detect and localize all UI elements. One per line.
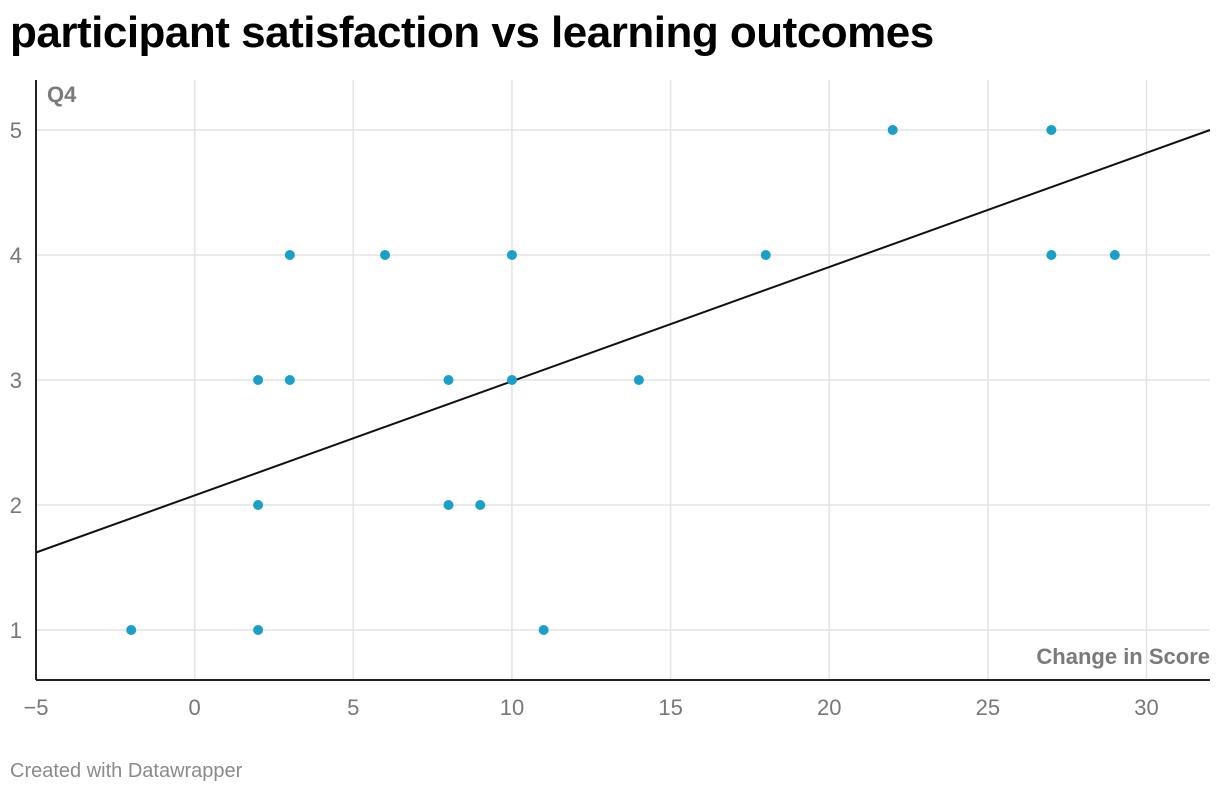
data-point xyxy=(887,125,898,135)
x-tick-label: 20 xyxy=(817,695,841,720)
gridlines xyxy=(36,80,1210,680)
data-point xyxy=(380,250,391,260)
tick-labels: −5 0 5 10 15 20 25 30 1 2 3 4 5 xyxy=(10,118,1159,720)
data-point xyxy=(633,375,644,385)
x-tick-label: 10 xyxy=(500,695,524,720)
data-point xyxy=(1046,250,1057,260)
x-tick-label: 15 xyxy=(658,695,682,720)
data-point xyxy=(506,250,517,260)
x-tick-label: 25 xyxy=(976,695,1000,720)
x-tick-label: −5 xyxy=(23,695,48,720)
x-axis-label: Change in Score xyxy=(1036,644,1210,669)
x-tick-label: 30 xyxy=(1134,695,1158,720)
x-tick-label: 0 xyxy=(189,695,201,720)
data-point xyxy=(1109,250,1120,260)
footer-credit: Created with Datawrapper xyxy=(10,760,243,782)
y-tick-label: 4 xyxy=(10,243,22,268)
y-tick-label: 5 xyxy=(10,118,22,143)
data-point xyxy=(538,625,549,635)
data-point xyxy=(284,375,295,385)
data-point xyxy=(284,250,295,260)
data-point xyxy=(443,500,454,510)
y-axis-label: Q4 xyxy=(47,82,77,107)
trendline-layer xyxy=(35,129,1211,554)
axes xyxy=(35,80,1210,681)
y-tick-label: 1 xyxy=(10,618,22,643)
data-point xyxy=(506,375,517,385)
data-point xyxy=(253,625,264,635)
data-point xyxy=(253,500,264,510)
data-points xyxy=(126,125,1120,635)
y-tick-label: 2 xyxy=(10,493,22,518)
data-point xyxy=(126,625,137,635)
trendline xyxy=(35,129,1211,554)
data-point xyxy=(253,375,264,385)
data-point xyxy=(1046,125,1057,135)
x-tick-label: 5 xyxy=(347,695,359,720)
data-point xyxy=(443,375,454,385)
chart-title: participant satisfaction vs learning out… xyxy=(10,8,934,57)
data-point xyxy=(760,250,771,260)
y-tick-label: 3 xyxy=(10,368,22,393)
data-point xyxy=(475,500,486,510)
